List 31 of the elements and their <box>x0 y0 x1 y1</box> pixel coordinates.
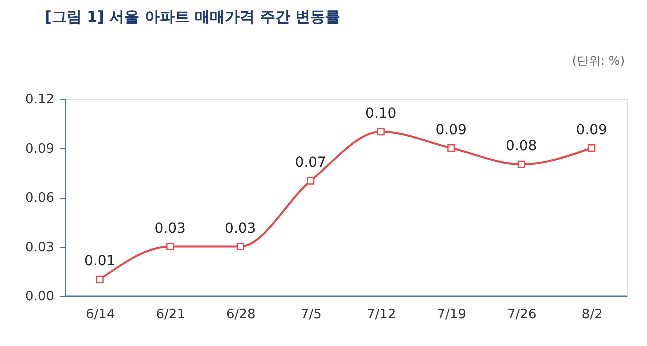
y-tick-label: 0.03 <box>26 240 54 256</box>
x-tick-label: 7/12 <box>367 308 396 322</box>
data-label: 0.09 <box>436 122 467 138</box>
x-tick-label: 6/21 <box>156 308 186 322</box>
point <box>588 144 596 152</box>
point <box>518 160 526 168</box>
x-tick-label: 7/19 <box>437 308 466 322</box>
data-label: 0.09 <box>576 122 608 138</box>
data-label: 0.07 <box>295 155 326 172</box>
x-tick-label: 6/14 <box>86 308 116 322</box>
point <box>96 276 104 284</box>
data-label: 0.01 <box>84 254 116 270</box>
point <box>236 242 244 251</box>
data-label: 0.10 <box>366 106 397 122</box>
chart-title: [그림 1] 서울 아파트 매매가격 주간 변동률 <box>45 8 340 26</box>
point <box>166 242 174 251</box>
text: (단위: %) <box>572 54 625 68</box>
x-tick-label: 7/26 <box>508 308 537 322</box>
y-tick-label: 0.12 <box>26 92 54 108</box>
data-label: 0.03 <box>154 220 186 237</box>
data-label: 0.03 <box>225 220 256 237</box>
data-label: 0.08 <box>506 138 538 155</box>
point <box>448 144 456 152</box>
y-tick-label: 0.06 <box>26 191 54 206</box>
point <box>377 128 385 136</box>
x-tick-label: 6/28 <box>226 308 256 322</box>
x-tick-label: 8/2 <box>582 308 603 322</box>
y-tick-label: 0.09 <box>26 142 54 157</box>
y-tick-label: 0.00 <box>26 290 54 304</box>
x-tick-label: 7/5 <box>300 308 322 322</box>
point <box>307 177 315 185</box>
